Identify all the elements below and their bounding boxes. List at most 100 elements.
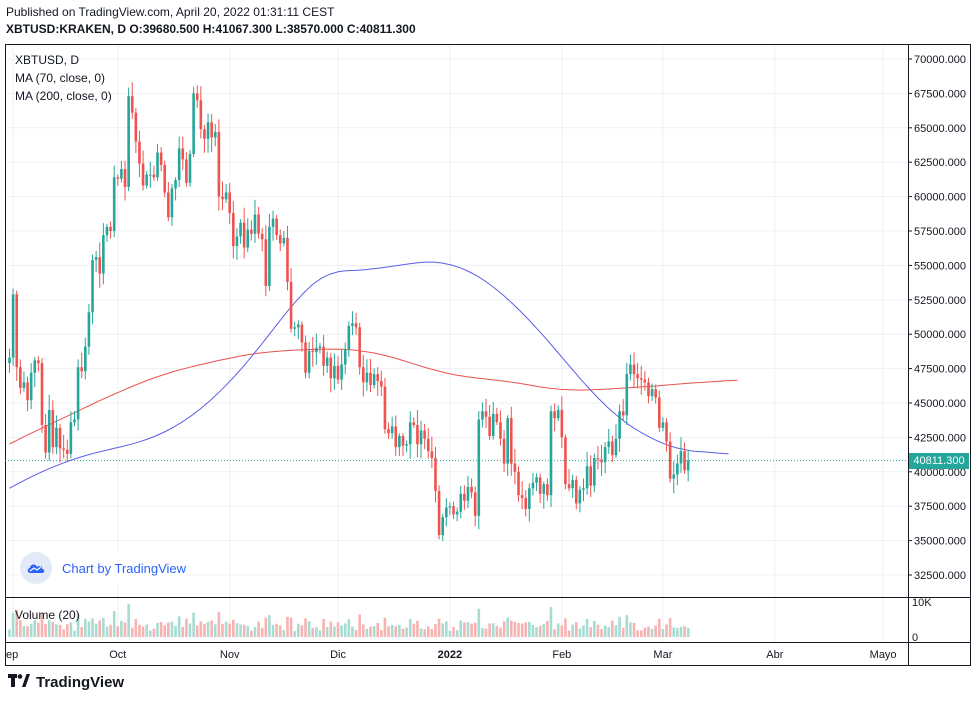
volume-bar <box>170 621 174 637</box>
candle <box>394 415 398 456</box>
candle <box>412 417 416 428</box>
attribution-text[interactable]: Chart by TradingView <box>62 560 187 576</box>
candle-body <box>123 169 127 187</box>
candle <box>228 182 232 224</box>
candle <box>40 358 44 433</box>
candle <box>650 383 654 401</box>
candle-body <box>380 380 383 387</box>
volume-bar <box>661 629 665 637</box>
legend-symbol[interactable]: XBTUSD, D <box>15 53 80 67</box>
candle-body <box>607 441 611 448</box>
candle <box>553 403 556 432</box>
candle-body <box>661 422 665 428</box>
candle <box>282 231 286 247</box>
candle <box>105 223 109 242</box>
candle-body <box>672 474 676 479</box>
candle-body <box>650 389 654 397</box>
candle-body <box>603 447 607 463</box>
candle <box>571 474 574 499</box>
volume-bar <box>318 630 322 637</box>
volume-bar <box>297 623 300 637</box>
volume-bar <box>495 625 499 637</box>
time-tick-label: Feb <box>552 649 571 661</box>
legend-ma200[interactable]: MA (200, close, 0) <box>15 89 112 103</box>
candle <box>398 433 401 456</box>
candle <box>206 113 210 153</box>
candle-body <box>246 229 250 248</box>
candle <box>159 146 163 172</box>
legend-ma70[interactable]: MA (70, close, 0) <box>15 71 106 85</box>
price-tick-label: 35000.000 <box>914 536 966 548</box>
volume-bar <box>520 623 524 637</box>
volume-bar <box>488 623 491 637</box>
footer-brand[interactable]: TradingView <box>8 674 124 691</box>
volume-bar <box>542 624 546 637</box>
candle-body <box>647 382 650 397</box>
volume-bar <box>603 625 607 637</box>
volume-bar <box>253 627 257 637</box>
volume-bar <box>419 628 423 637</box>
price-tick-label: 37500.000 <box>914 501 966 513</box>
time-tick-label: Abr <box>766 649 783 661</box>
volume-bar <box>567 630 571 637</box>
volume-bar <box>80 626 83 637</box>
candle <box>358 322 361 375</box>
close-value: 40811.300 <box>359 22 416 36</box>
candle <box>213 124 217 147</box>
candle <box>466 475 470 508</box>
candle <box>437 485 441 540</box>
candle <box>556 405 560 422</box>
volume-bar <box>499 627 502 637</box>
candle <box>80 352 83 379</box>
candle-body <box>571 480 574 489</box>
volume-bar <box>156 622 159 637</box>
volume-bar <box>513 621 517 637</box>
candle <box>268 213 271 292</box>
volume-bar <box>130 627 134 637</box>
candle-body <box>593 458 596 486</box>
volume-bar <box>33 620 37 637</box>
candle <box>658 390 661 432</box>
volume-bar <box>621 627 625 637</box>
candle-body <box>625 374 629 416</box>
candle <box>578 485 582 513</box>
candle-body <box>203 129 206 139</box>
candle <box>528 483 531 522</box>
candle-body <box>567 484 571 489</box>
open-value: 39680.500 <box>142 22 200 36</box>
candle-body <box>26 382 29 401</box>
candle-body <box>224 192 228 200</box>
volume-bar <box>434 624 437 637</box>
volume-bar <box>174 625 177 637</box>
chart-attribution[interactable]: Chart by TradingView <box>20 552 187 584</box>
candle-body <box>564 437 567 485</box>
volume-bar <box>560 625 564 637</box>
candle <box>445 498 448 527</box>
candle-body <box>170 188 174 218</box>
candle <box>625 362 629 426</box>
volume-tick-label: 0 <box>912 632 918 644</box>
legend-volume[interactable]: Volume (20) <box>15 608 80 622</box>
volume-bar <box>282 629 286 637</box>
candle-body <box>495 414 499 423</box>
volume-bar <box>383 617 387 637</box>
candle <box>600 444 603 476</box>
time-tick-label: Oct <box>109 649 126 661</box>
candle <box>69 411 73 459</box>
volume-bar <box>401 628 405 637</box>
symbol-label: XBTUSD:KRAKEN, D <box>6 22 126 36</box>
volume-bar <box>213 624 217 637</box>
candle <box>221 181 224 210</box>
candle <box>253 199 257 243</box>
candle <box>199 86 203 139</box>
candle-body <box>354 323 358 328</box>
candle-body <box>206 122 210 139</box>
volume-bar <box>109 624 112 637</box>
candle <box>123 160 127 201</box>
candle-body <box>120 169 123 179</box>
candle-body <box>538 477 542 494</box>
candle <box>15 290 19 381</box>
candle-body <box>199 100 203 130</box>
volume-bar <box>574 622 578 637</box>
